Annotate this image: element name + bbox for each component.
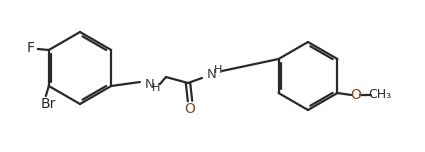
Text: F: F [27,41,35,55]
Text: N: N [145,78,155,92]
Text: N: N [207,67,217,81]
Text: H: H [152,83,160,93]
Text: CH₃: CH₃ [368,88,391,102]
Text: O: O [350,88,361,102]
Text: O: O [184,102,196,116]
Text: Br: Br [40,97,56,111]
Text: H: H [214,65,222,75]
